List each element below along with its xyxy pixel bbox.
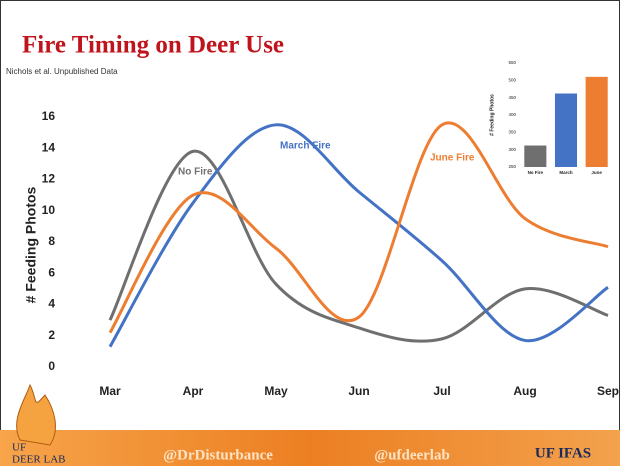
inset-x-tick-label: June <box>591 170 602 175</box>
y-tick-label: 12 <box>42 172 56 186</box>
x-tick-label: Jun <box>348 384 369 398</box>
title: Fire Timing on Deer Use <box>22 32 284 59</box>
inset-y-tick-label: 500 <box>508 78 516 83</box>
logo: UF DEER LAB <box>12 383 65 466</box>
x-tick-label: May <box>264 384 288 398</box>
y-tick-label: 6 <box>48 265 55 279</box>
inset-bar <box>554 93 578 167</box>
footer-handle: @DrDisturbance <box>163 447 273 463</box>
logo-text: UF <box>12 442 26 454</box>
x-tick-label: Jul <box>433 384 450 398</box>
series-label: No Fire <box>178 167 213 178</box>
x-tick-label: Apr <box>183 384 204 398</box>
series-line <box>108 149 609 343</box>
y-tick-label: 8 <box>48 234 55 248</box>
y-tick-label: 4 <box>48 297 55 311</box>
inset-y-axis-label: # Feeding Photos <box>489 94 495 136</box>
subtitle: Nichols et al. Unpublished Data <box>6 67 118 76</box>
logo-text: DEER LAB <box>12 454 65 466</box>
inset-y-tick-label: 400 <box>508 112 516 117</box>
inset-y-tick-label: 300 <box>508 147 516 152</box>
footer-handle: @ufdeerlab <box>374 447 450 463</box>
inset-x-tick-label: No Fire <box>528 170 544 175</box>
series-label: June Fire <box>430 153 475 164</box>
series-line <box>108 123 609 348</box>
inset-x-tick-label: March <box>559 170 573 175</box>
y-tick-label: 16 <box>42 109 56 123</box>
y-axis-label: # Feeding Photos <box>23 186 39 303</box>
y-tick-label: 14 <box>42 140 56 154</box>
y-tick-label: 0 <box>48 359 55 373</box>
x-tick-label: Aug <box>513 384 536 398</box>
x-tick-label: Sep <box>597 384 619 398</box>
inset-y-tick-label: 250 <box>508 164 516 169</box>
series-line <box>108 121 609 334</box>
x-tick-label: Mar <box>99 384 121 398</box>
inset-y-tick-label: 550 <box>508 60 516 65</box>
footer-brand: UF IFAS <box>535 445 591 461</box>
inset-bar <box>524 145 547 167</box>
inset-y-tick-label: 350 <box>508 130 516 135</box>
y-tick-label: 2 <box>48 328 55 342</box>
footer-bar <box>0 430 620 466</box>
series-label: March Fire <box>280 141 331 152</box>
inset-y-tick-label: 450 <box>508 95 516 100</box>
y-tick-label: 10 <box>42 203 56 217</box>
inset-bar <box>585 76 608 167</box>
